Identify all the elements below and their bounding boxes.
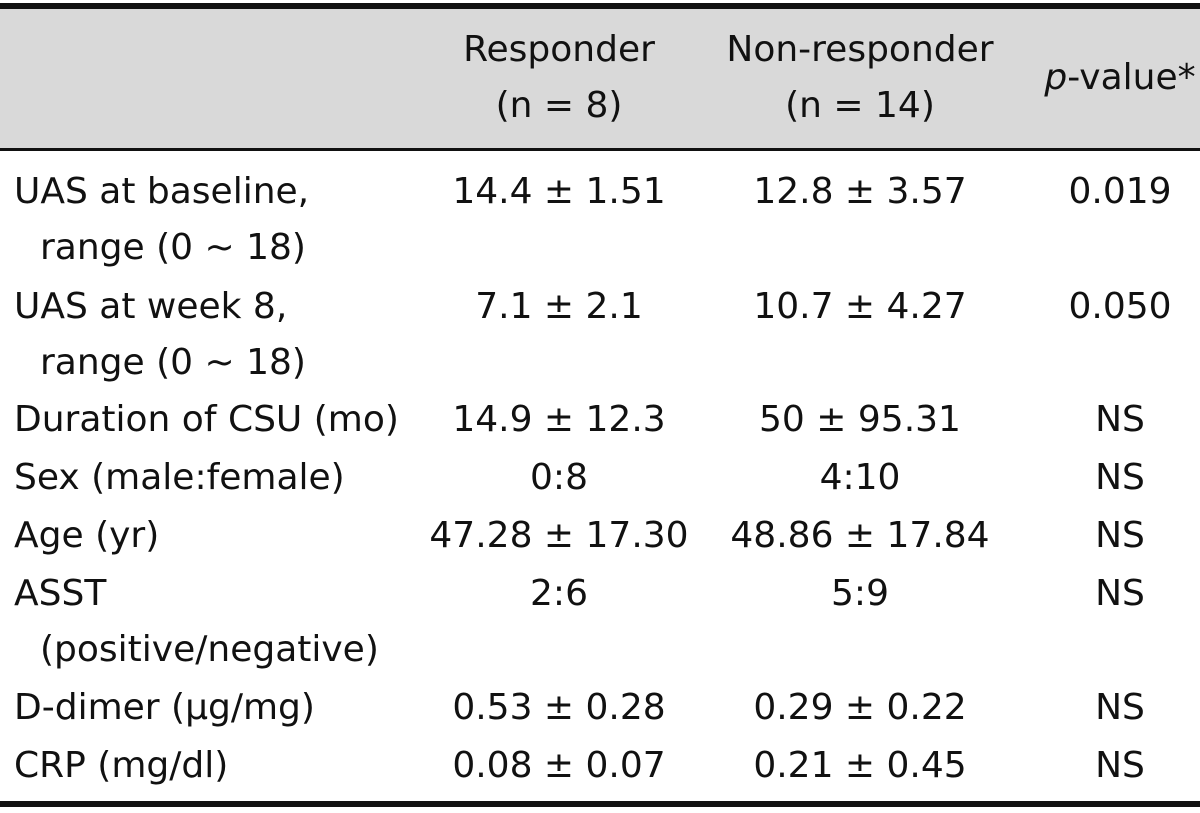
row-label: ASST	[14, 573, 107, 614]
cell-responder: 0.53 ± 0.28	[452, 687, 666, 728]
cell-p-value: NS	[1095, 457, 1145, 498]
cell-p-value: 0.019	[1068, 171, 1172, 212]
cell-responder: 2:6	[530, 573, 588, 614]
cell-p-value: NS	[1095, 745, 1145, 786]
header-nonresponder-n: (n = 14)	[785, 85, 935, 126]
header-nonresponder: Non-responder	[726, 29, 994, 70]
table-bottom-rule	[0, 801, 1200, 807]
cell-nonresponder: 10.7 ± 4.27	[753, 286, 967, 327]
cell-p-value: NS	[1095, 399, 1145, 440]
row-label: Duration of CSU (mo)	[14, 399, 399, 440]
cell-nonresponder: 0.29 ± 0.22	[753, 687, 967, 728]
header-p-rest: -value*	[1067, 57, 1196, 98]
row-label: Age (yr)	[14, 515, 160, 556]
cell-nonresponder: 50 ± 95.31	[759, 399, 961, 440]
row-label: UAS at baseline,	[14, 171, 310, 212]
row-label: UAS at week 8,	[14, 286, 288, 327]
cell-responder: 14.9 ± 12.3	[452, 399, 666, 440]
cell-p-value: NS	[1095, 515, 1145, 556]
cell-nonresponder: 5:9	[831, 573, 889, 614]
cell-responder: 0.08 ± 0.07	[452, 745, 666, 786]
header-p-value: p-value*	[1040, 50, 1200, 106]
cell-responder: 47.28 ± 17.30	[429, 515, 689, 556]
cell-responder: 0:8	[530, 457, 588, 498]
cell-nonresponder: 48.86 ± 17.84	[730, 515, 990, 556]
header-responder: Responder	[463, 29, 655, 70]
row-label-cont: range (0 ~ 18)	[40, 227, 306, 268]
row-label-cont: range (0 ~ 18)	[40, 342, 306, 383]
cell-nonresponder: 4:10	[819, 457, 901, 498]
cell-p-value: 0.050	[1068, 286, 1172, 327]
row-label-cont: (positive/negative)	[40, 629, 379, 670]
cell-nonresponder: 12.8 ± 3.57	[753, 171, 967, 212]
cell-nonresponder: 0.21 ± 0.45	[753, 745, 967, 786]
cell-p-value: NS	[1095, 687, 1145, 728]
table-header-rule	[0, 148, 1200, 151]
row-label: D-dimer (µg/mg)	[14, 687, 315, 728]
header-responder-n: (n = 8)	[495, 85, 623, 126]
row-label: Sex (male:female)	[14, 457, 345, 498]
header-p-italic: p	[1044, 57, 1068, 98]
row-label: CRP (mg/dl)	[14, 745, 229, 786]
cell-responder: 7.1 ± 2.1	[475, 286, 643, 327]
table-header-background	[0, 9, 1200, 149]
table-top-rule	[0, 3, 1200, 9]
cell-p-value: NS	[1095, 573, 1145, 614]
cell-responder: 14.4 ± 1.51	[452, 171, 666, 212]
